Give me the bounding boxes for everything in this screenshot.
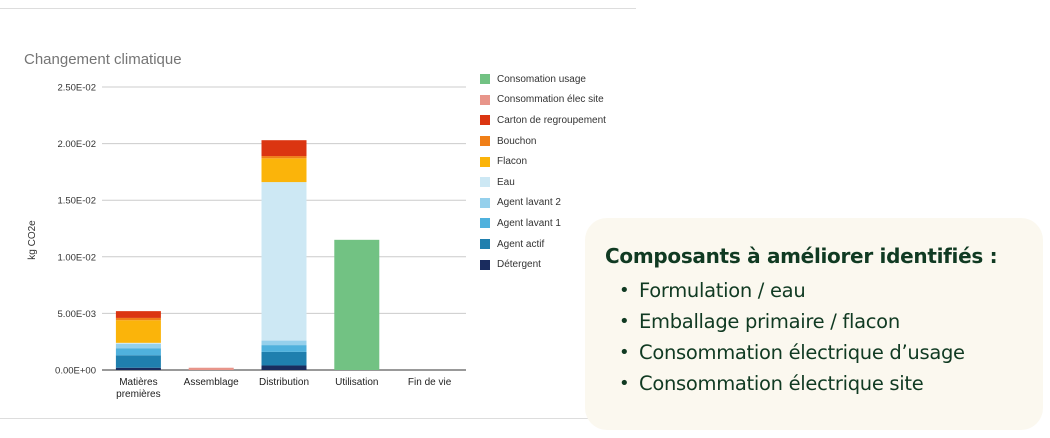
legend-swatch [480, 177, 490, 188]
legend-swatch [480, 94, 490, 105]
finding-item: • Consommation électrique site [605, 368, 1025, 399]
legend-label: Agent actif [497, 238, 545, 250]
legend-item: Détergent [480, 254, 606, 275]
y-axis-label: kg CO2e [27, 220, 38, 260]
legend-swatch [480, 74, 490, 85]
y-axis-ticks: 0.00E+00 5.00E-03 1.00E-02 1.50E-02 2.00E-02… [55, 83, 96, 377]
y-tick-label: 2.50E-02 [57, 83, 96, 94]
bar-segment [261, 351, 307, 366]
findings-list: • Formulation / eau • Emballage primaire… [605, 275, 1025, 399]
legend-swatch [480, 115, 490, 126]
finding-text: Formulation / eau [639, 279, 806, 302]
bullet-icon: • [619, 311, 630, 332]
bar-segment [261, 140, 307, 157]
legend-label: Bouchon [497, 135, 537, 147]
legend-label: Eau [497, 176, 515, 188]
findings-callout: Composants à améliorer identifiés : • Fo… [585, 218, 1043, 430]
x-tick-label: Utilisation [335, 377, 378, 388]
bar-chart: Changement climatique kg CO2e 0.00E+00 5.… [24, 51, 466, 400]
bar-segment [115, 317, 161, 321]
legend-item: Agent lavant 2 [480, 193, 606, 214]
legend-item: Eau [480, 172, 606, 193]
bar-segment [261, 340, 307, 346]
x-tick-label: Assemblage [184, 377, 239, 388]
bar-segment [261, 182, 307, 341]
finding-item: • Emballage primaire / flacon [605, 306, 1025, 337]
legend-label: Carton de regroupement [497, 114, 606, 126]
legend-item: Consomation usage [480, 69, 606, 90]
finding-text: Consommation électrique site [639, 372, 924, 395]
legend-item: Carton de regroupement [480, 110, 606, 131]
legend-swatch [480, 259, 490, 270]
bar-segment [261, 156, 307, 159]
y-tick-label: 0.00E+00 [55, 366, 96, 377]
bar-segment [115, 320, 161, 343]
legend-label: Consommation élec site [497, 94, 604, 106]
legend-swatch [480, 218, 490, 229]
top-divider [0, 8, 636, 9]
bar-segment [334, 239, 380, 370]
bar-segment [115, 367, 161, 370]
legend-item: Agent lavant 1 [480, 213, 606, 234]
bar-segment [115, 343, 161, 349]
bar-segment [261, 345, 307, 352]
legend-label: Consomation usage [497, 73, 586, 85]
bar-segment [188, 367, 234, 370]
legend-label: Agent lavant 1 [497, 217, 561, 229]
finding-item: • Formulation / eau [605, 275, 1025, 306]
legend-swatch [480, 239, 490, 250]
callout-title: Composants à améliorer identifiés : [605, 244, 998, 268]
bottom-divider [0, 418, 636, 419]
bar-segment [115, 311, 161, 318]
bar-segment [115, 355, 161, 368]
y-tick-label: 5.00E-03 [57, 309, 96, 320]
legend-swatch [480, 136, 490, 147]
legend-item: Agent actif [480, 234, 606, 255]
y-tick-label: 1.50E-02 [57, 196, 96, 207]
y-tick-label: 1.00E-02 [57, 252, 96, 263]
x-tick-label: Fin de vie [408, 377, 452, 388]
legend-item: Flacon [480, 151, 606, 172]
finding-text: Emballage primaire / flacon [639, 310, 900, 333]
legend: Consomation usage Consommation élec site C… [480, 69, 606, 275]
legend-label: Flacon [497, 156, 528, 168]
bar-segment [115, 342, 161, 344]
bar-segment [261, 365, 307, 370]
bullet-icon: • [619, 280, 630, 301]
legend-item: Bouchon [480, 131, 606, 152]
x-tick-label: Distribution [259, 377, 309, 388]
legend-item: Consommation élec site [480, 90, 606, 111]
finding-item: • Consommation électrique d’usage [605, 337, 1025, 368]
legend-swatch [480, 197, 490, 208]
chart-title: Changement climatique [24, 51, 182, 68]
bar-segment [261, 158, 307, 183]
legend-swatch [480, 156, 490, 167]
bars [115, 140, 380, 370]
x-tick-label: Matières [119, 377, 157, 388]
chart-card: Changement climatique kg CO2e 0.00E+00 5.… [0, 8, 636, 419]
bar-segment [115, 348, 161, 356]
finding-text: Consommation électrique d’usage [639, 341, 965, 364]
y-tick-label: 2.00E-02 [57, 139, 96, 150]
legend-label: Détergent [497, 259, 541, 271]
legend-label: Agent lavant 2 [497, 197, 561, 209]
bullet-icon: • [619, 342, 630, 363]
bullet-icon: • [619, 373, 630, 394]
x-tick-label: premières [116, 389, 160, 400]
